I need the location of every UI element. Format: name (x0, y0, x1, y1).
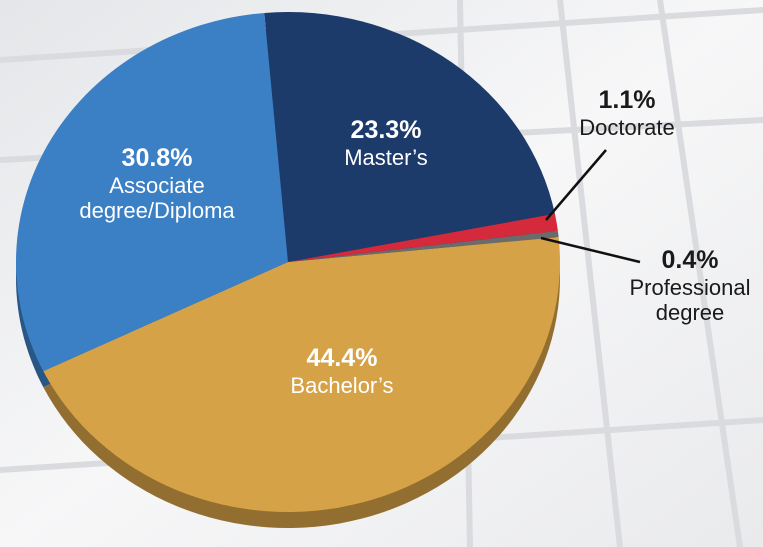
slice-label: 44.4% Bachelor’s (242, 344, 442, 398)
value-label: 0.4% (661, 246, 719, 274)
category-label: Associate degree/Diploma (79, 172, 235, 224)
category-label: Bachelor’s (290, 372, 394, 398)
pie (15, 12, 561, 529)
leader-line (545, 149, 607, 221)
slice-label: 30.8% Associate degree/Diploma (42, 144, 272, 223)
slice (264, 12, 555, 263)
category-label: Professional degree (629, 274, 751, 326)
category-label: Master’s (344, 144, 428, 170)
slice-label: 23.3% Master’s (296, 116, 476, 170)
value-label: 44.4% (306, 344, 378, 372)
value-label: 23.3% (350, 116, 422, 144)
slice (43, 237, 561, 513)
slice-label: 1.1% Doctorate (547, 86, 707, 140)
slice (288, 230, 559, 262)
category-label: Doctorate (579, 114, 675, 140)
value-label: 1.1% (598, 86, 656, 114)
leader-line (540, 236, 641, 264)
value-label: 30.8% (121, 144, 193, 172)
slice (15, 12, 289, 372)
slice-label: 0.4% Professional degree (615, 246, 763, 325)
slice (288, 213, 558, 262)
